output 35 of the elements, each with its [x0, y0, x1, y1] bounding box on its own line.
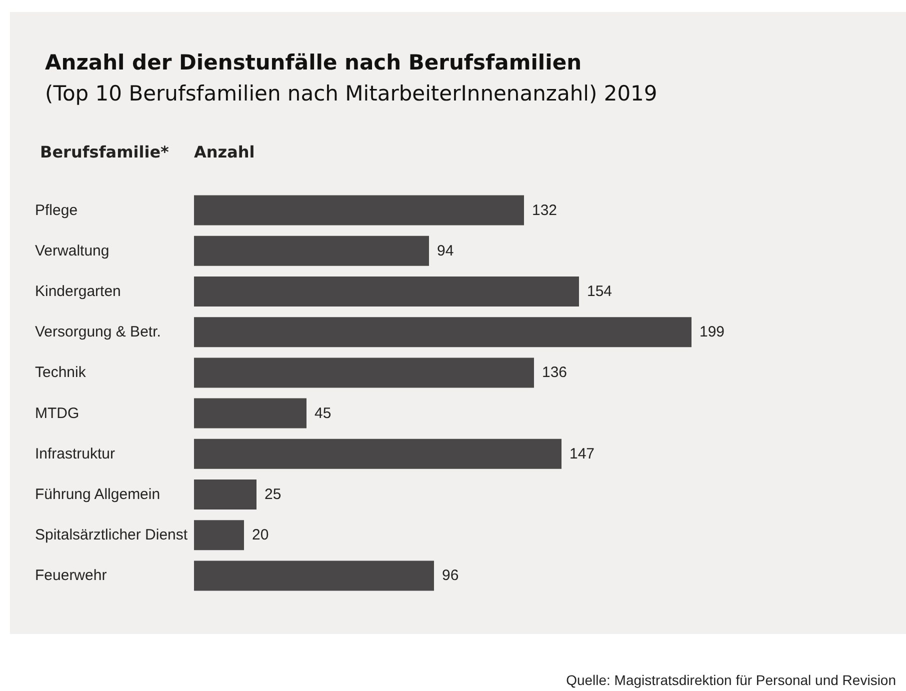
- data-label: 154: [587, 283, 612, 300]
- y-tick-label: Kindergarten: [35, 283, 121, 300]
- y-axis-title: Berufsfamilie*: [40, 142, 170, 162]
- data-label: 132: [532, 202, 558, 219]
- bar: [194, 480, 256, 510]
- data-label: 96: [442, 567, 459, 584]
- bar: [194, 560, 434, 591]
- bar: [194, 317, 692, 348]
- y-tick-label: Verwaltung: [35, 242, 110, 260]
- y-tick-label: Feuerwehr: [35, 567, 107, 584]
- data-label: 20: [252, 526, 269, 544]
- data-label: 94: [437, 242, 454, 260]
- y-tick-label: Spitalsärztlicher Dienst: [35, 526, 188, 544]
- bar: [194, 195, 524, 226]
- bar: [194, 236, 429, 266]
- source-note: Quelle: Magistratsdirektion für Personal und Revision: [566, 672, 896, 688]
- data-label: 45: [314, 404, 332, 422]
- bar: [194, 276, 579, 306]
- bar: [194, 398, 306, 428]
- data-label: 147: [570, 445, 595, 462]
- y-tick-label: Technik: [35, 364, 86, 382]
- y-tick-label: Infrastruktur: [35, 445, 116, 462]
- data-label: 199: [700, 324, 725, 341]
- data-label: 136: [542, 364, 568, 382]
- data-label: 25: [264, 486, 282, 503]
- y-tick-label: Führung Allgemein: [35, 486, 160, 503]
- x-axis-title: Anzahl: [194, 142, 255, 162]
- y-tick-label: Pflege: [35, 202, 78, 219]
- bar: [194, 358, 534, 388]
- bar: [194, 438, 562, 469]
- chart-subtitle: (Top 10 Berufsfamilien nach MitarbeiterInnenanzahl) 2019: [45, 82, 658, 106]
- bar: [194, 520, 244, 550]
- chart-title: Anzahl der Dienstunfälle nach Berufsfamilien: [45, 50, 582, 74]
- y-tick-label: MTDG: [35, 404, 80, 422]
- y-tick-label: Versorgung & Betr.: [35, 324, 161, 341]
